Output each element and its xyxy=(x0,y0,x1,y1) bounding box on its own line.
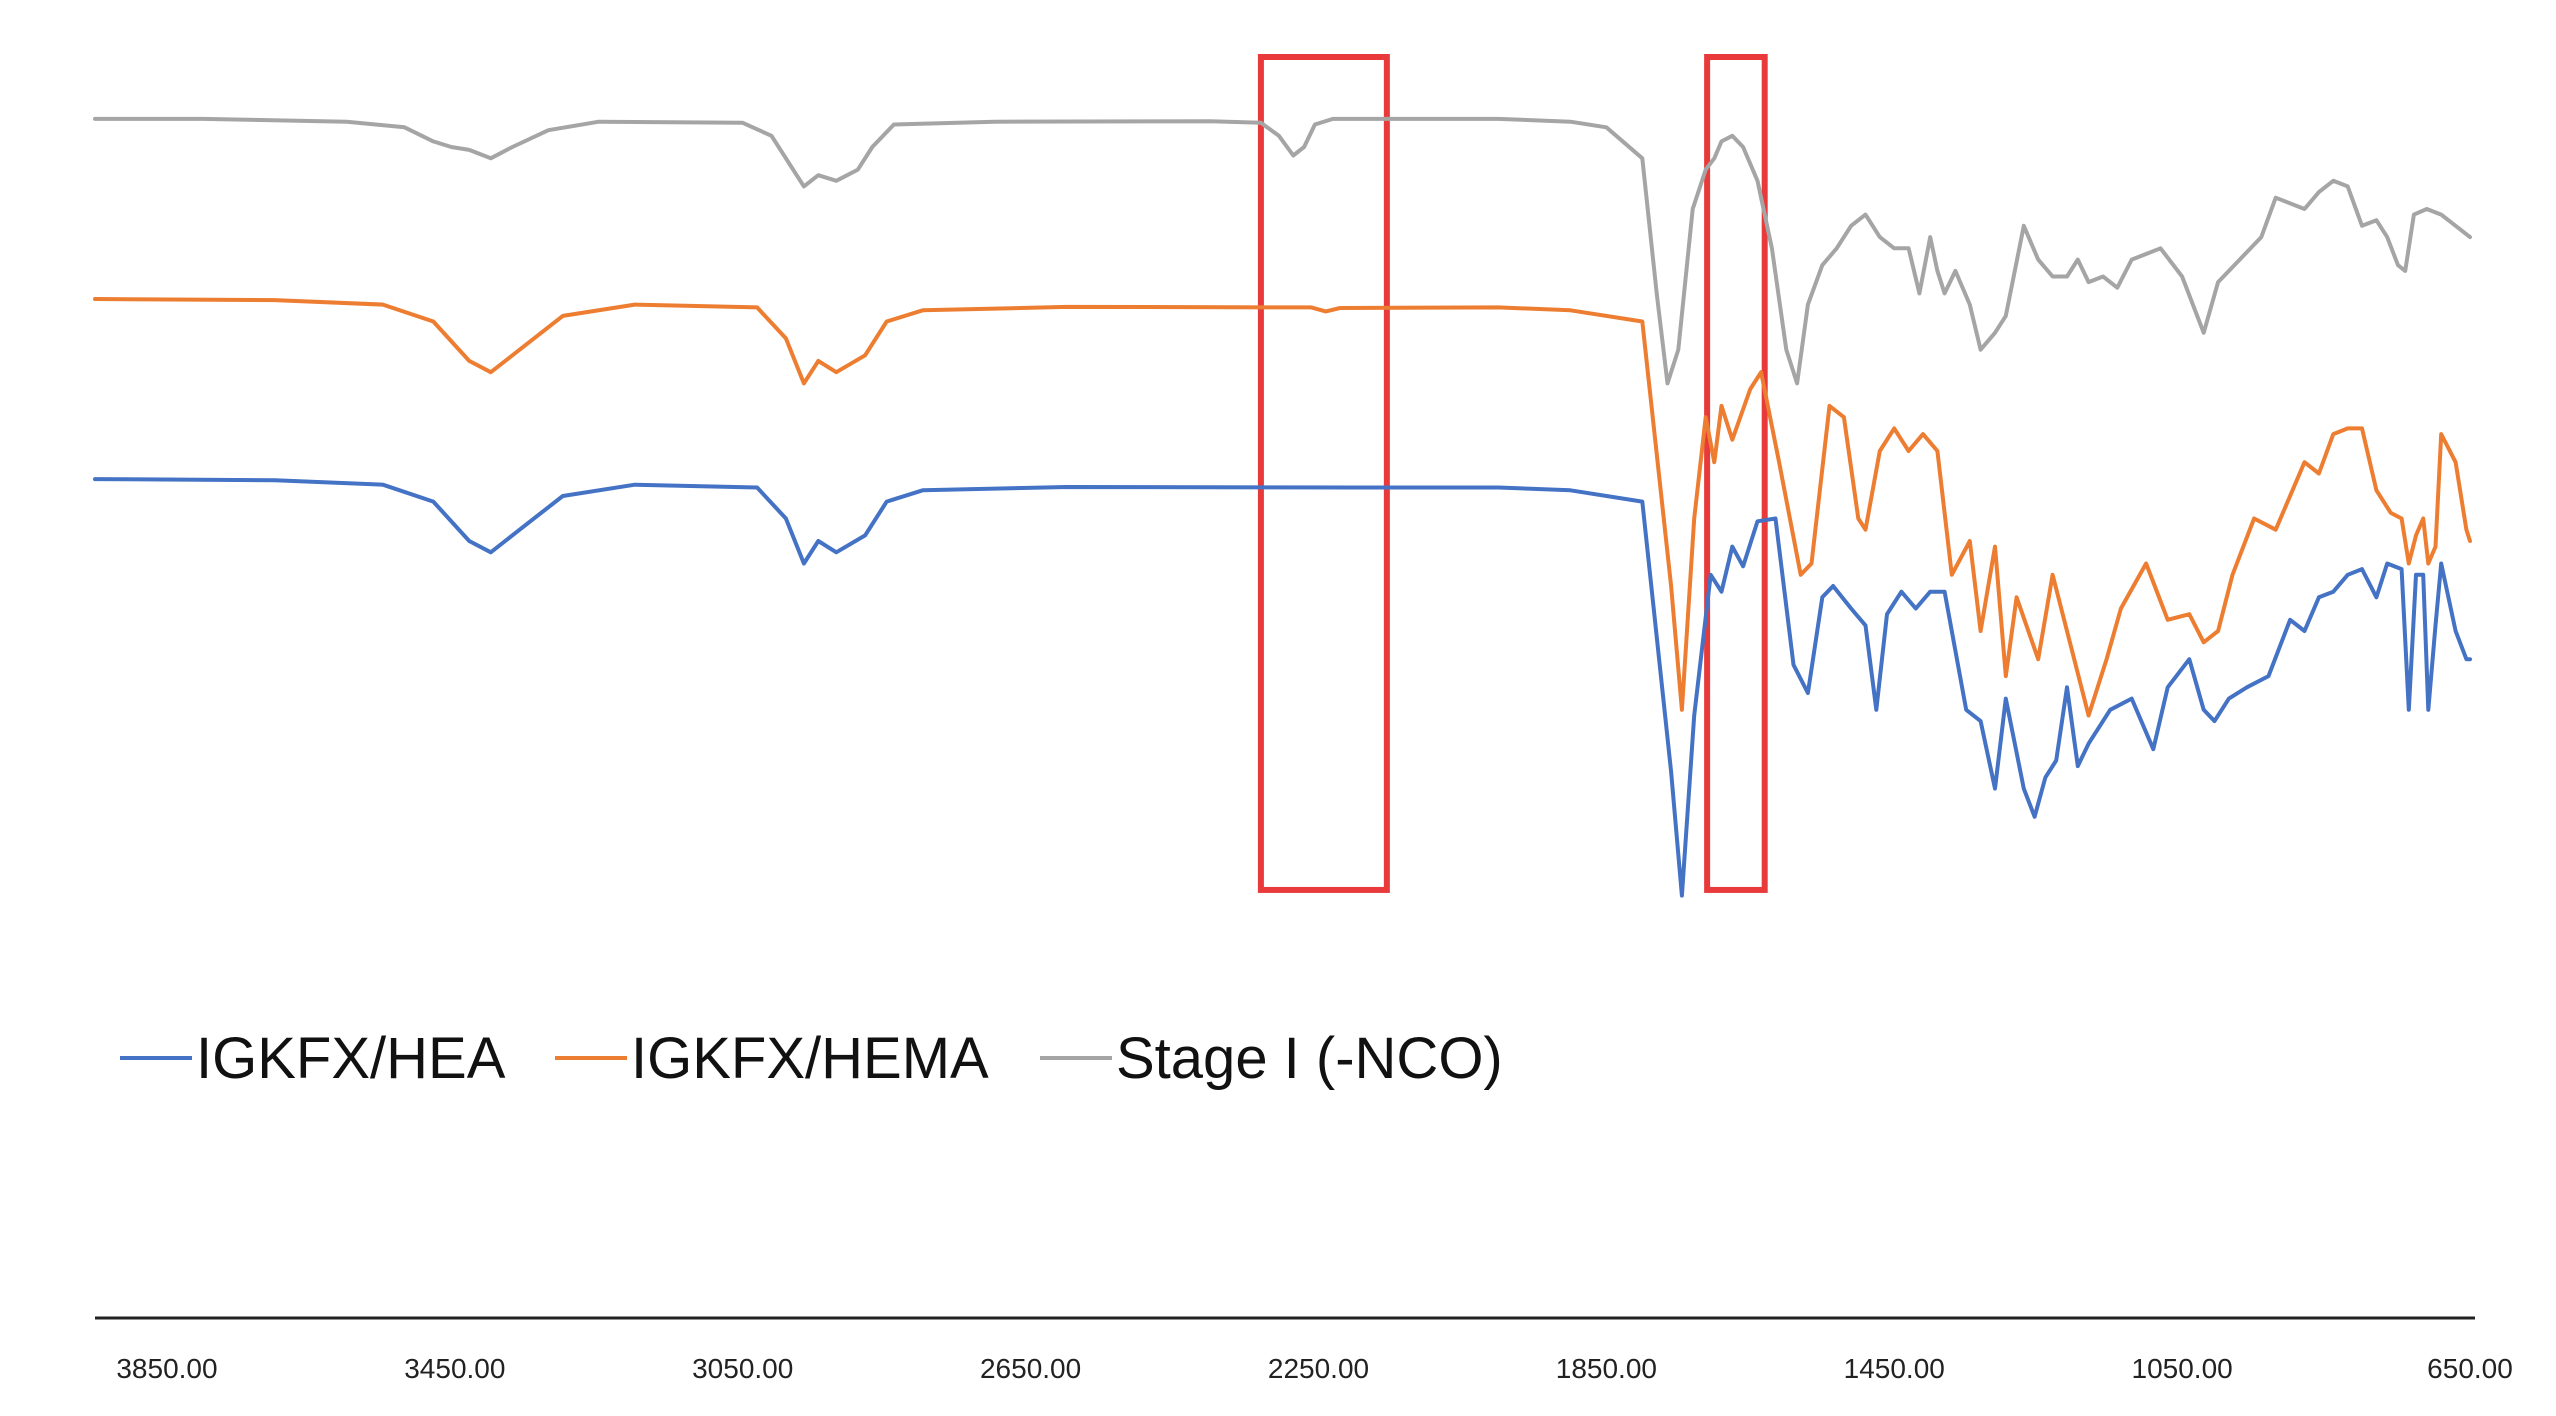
series-lines xyxy=(93,116,2472,898)
series-line-igkfx-hema xyxy=(93,297,2472,718)
x-tick-label: 2250.00 xyxy=(1268,1353,1369,1384)
highlight-box-2 xyxy=(1704,54,1768,893)
x-tick-label: 1450.00 xyxy=(1844,1353,1945,1384)
highlight-boxes xyxy=(1257,54,1768,893)
x-tick-label: 3050.00 xyxy=(692,1353,793,1384)
legend-label-igkfx-hea: IGKFX/HEA xyxy=(196,1026,506,1091)
x-tick-label: 3450.00 xyxy=(404,1353,505,1384)
x-tick-label: 650.00 xyxy=(2427,1353,2513,1384)
legend: IGKFX/HEA IGKFX/HEMA Stage I (-NCO) xyxy=(120,1026,1503,1091)
x-tick-label: 3850.00 xyxy=(116,1353,217,1384)
series-line-stage-i-nco xyxy=(93,116,2472,386)
highlight-box-1 xyxy=(1257,54,1390,893)
x-tick-label: 2650.00 xyxy=(980,1353,1081,1384)
legend-label-igkfx-hema: IGKFX/HEMA xyxy=(631,1026,989,1091)
x-axis: 3850.00 3450.00 3050.00 2650.00 2250.00 1850.… xyxy=(95,1316,2513,1384)
x-tick-label: 1050.00 xyxy=(2132,1353,2233,1384)
legend-label-stage-i-nco: Stage I (-NCO) xyxy=(1116,1026,1503,1091)
x-tick-label: 1850.00 xyxy=(1556,1353,1657,1384)
series-line-igkfx-hea xyxy=(93,477,2472,898)
